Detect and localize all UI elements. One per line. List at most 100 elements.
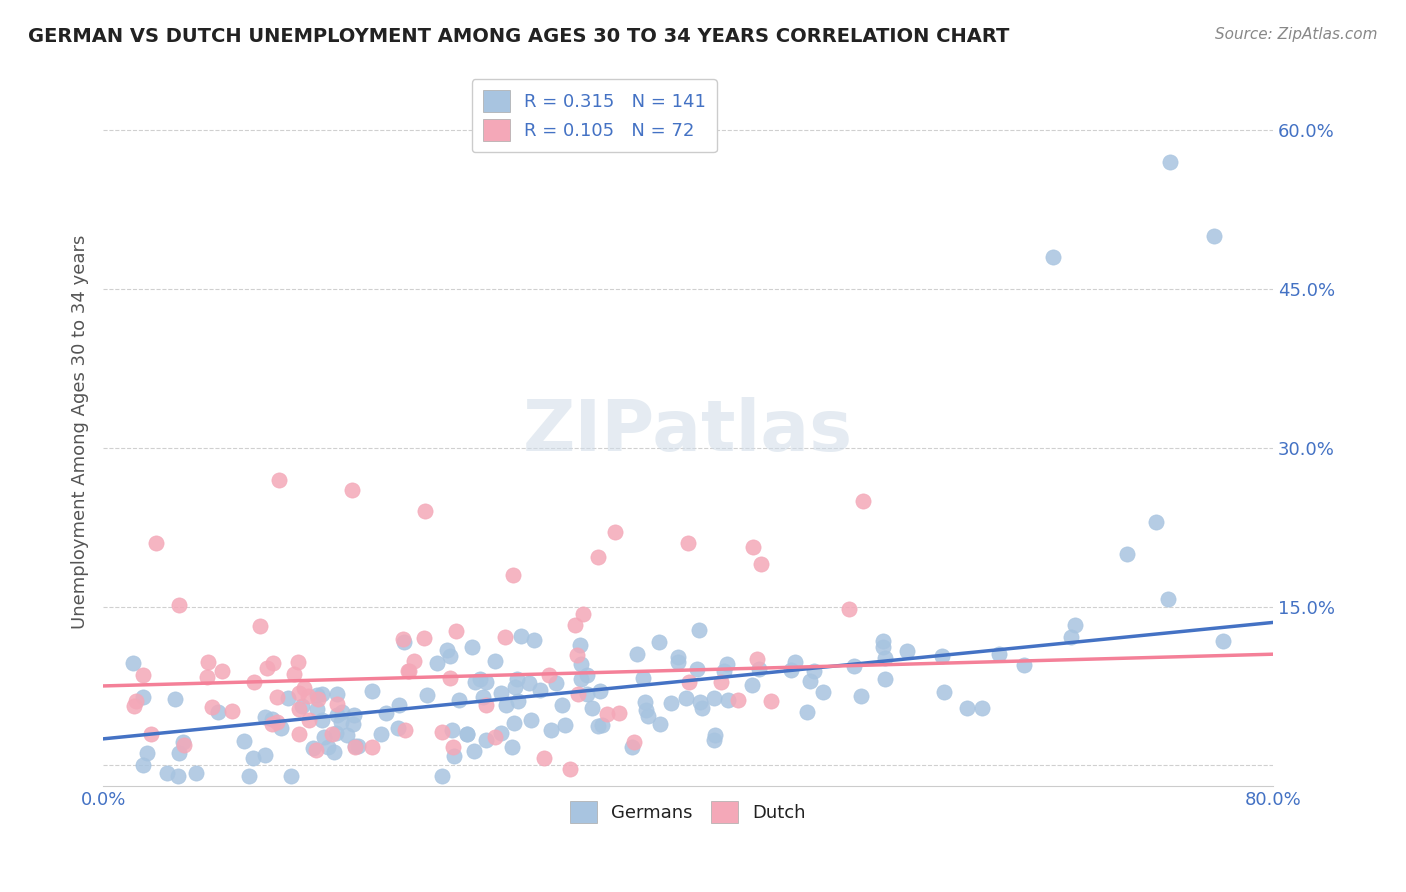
Text: Source: ZipAtlas.com: Source: ZipAtlas.com	[1215, 27, 1378, 42]
Point	[456, 726, 478, 740]
Point	[266, 714, 288, 729]
Point	[343, 708, 366, 723]
Text: ZIPatlas: ZIPatlas	[523, 398, 853, 467]
Point	[464, 675, 486, 690]
Point	[233, 734, 256, 748]
Point	[201, 700, 224, 714]
Point	[896, 644, 918, 658]
Point	[307, 691, 329, 706]
Point	[564, 618, 586, 632]
Point	[1064, 618, 1087, 632]
Point	[603, 525, 626, 540]
Point	[461, 640, 484, 654]
Point	[132, 690, 155, 705]
Text: GERMAN VS DUTCH UNEMPLOYMENT AMONG AGES 30 TO 34 YEARS CORRELATION CHART: GERMAN VS DUTCH UNEMPLOYMENT AMONG AGES …	[28, 27, 1010, 45]
Point	[703, 732, 725, 747]
Point	[392, 634, 415, 648]
Point	[501, 739, 523, 754]
Point	[322, 745, 344, 759]
Point	[560, 762, 582, 776]
Point	[502, 567, 524, 582]
Point	[374, 706, 396, 721]
Point	[197, 655, 219, 669]
Point	[633, 671, 655, 685]
Point	[510, 629, 533, 643]
Point	[262, 656, 284, 670]
Point	[266, 690, 288, 704]
Point	[803, 664, 825, 678]
Point	[238, 769, 260, 783]
Point	[956, 701, 979, 715]
Point	[326, 687, 349, 701]
Point	[659, 696, 682, 710]
Point	[249, 619, 271, 633]
Point	[685, 662, 707, 676]
Point	[796, 706, 818, 720]
Point	[852, 493, 875, 508]
Point	[575, 668, 598, 682]
Point	[520, 713, 543, 727]
Point	[254, 747, 277, 762]
Point	[122, 698, 145, 713]
Point	[568, 638, 591, 652]
Point	[312, 730, 335, 744]
Point	[838, 601, 860, 615]
Point	[872, 634, 894, 648]
Point	[710, 675, 733, 690]
Point	[221, 705, 243, 719]
Point	[340, 483, 363, 498]
Point	[167, 598, 190, 612]
Point	[502, 716, 524, 731]
Point	[666, 655, 689, 669]
Point	[330, 714, 353, 729]
Point	[676, 536, 699, 550]
Point	[727, 693, 749, 707]
Point	[167, 746, 190, 760]
Point	[970, 701, 993, 715]
Point	[634, 703, 657, 717]
Point	[207, 706, 229, 720]
Point	[463, 744, 485, 758]
Point	[648, 635, 671, 649]
Point	[280, 769, 302, 783]
Point	[173, 738, 195, 752]
Point	[567, 687, 589, 701]
Point	[596, 707, 619, 722]
Point	[1115, 547, 1137, 561]
Point	[132, 668, 155, 682]
Point	[394, 723, 416, 737]
Point	[581, 701, 603, 715]
Point	[517, 675, 540, 690]
Point	[703, 728, 725, 742]
Point	[523, 632, 546, 647]
Point	[330, 706, 353, 720]
Point	[716, 657, 738, 671]
Point	[747, 652, 769, 666]
Point	[136, 746, 159, 760]
Point	[301, 741, 323, 756]
Point	[666, 649, 689, 664]
Point	[607, 706, 630, 721]
Point	[439, 672, 461, 686]
Point	[443, 748, 465, 763]
Point	[565, 648, 588, 662]
Point	[402, 654, 425, 668]
Point	[297, 689, 319, 703]
Point	[307, 702, 329, 716]
Point	[540, 723, 562, 737]
Point	[256, 661, 278, 675]
Point	[475, 732, 498, 747]
Point	[156, 766, 179, 780]
Point	[1212, 634, 1234, 648]
Point	[780, 663, 803, 677]
Point	[392, 632, 415, 646]
Point	[503, 681, 526, 695]
Point	[305, 688, 328, 702]
Point	[589, 684, 612, 698]
Point	[370, 727, 392, 741]
Point	[291, 698, 314, 713]
Point	[287, 686, 309, 700]
Point	[122, 657, 145, 671]
Point	[125, 694, 148, 708]
Point	[717, 692, 740, 706]
